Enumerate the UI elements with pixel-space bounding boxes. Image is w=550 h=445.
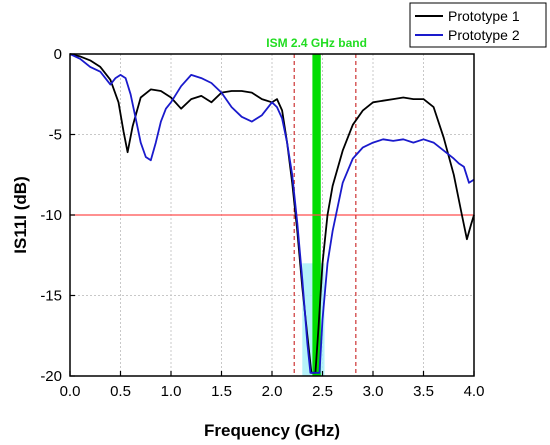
ticks-layer: 0.0 0.5 1.0 1.5 2.0 2.5 3.0 3.5 4.0 0 -5 -10 -15 -20 [40, 46, 484, 400]
y-tick-label: -10 [40, 207, 62, 224]
reference-lines [70, 54, 474, 376]
y-tick-label: 0 [54, 46, 62, 63]
y-tick-label: -5 [49, 127, 62, 144]
y-axis-title: IS11I (dB) [11, 176, 30, 253]
x-tick-label: 0.0 [60, 383, 81, 400]
legend-box [409, 2, 547, 48]
legend-label: Prototype 2 [448, 27, 520, 43]
x-tick-label: 2.0 [262, 383, 283, 400]
y-tick-label: -15 [40, 288, 62, 305]
x-axis-title: Frequency (GHz) [204, 421, 340, 440]
band-label: ISM 2.4 GHz band [266, 36, 367, 50]
x-tick-label: 1.5 [211, 383, 232, 400]
x-tick-label: 4.0 [464, 383, 485, 400]
legend: Prototype 1 Prototype 2 [409, 2, 547, 48]
x-tick-label: 1.0 [161, 383, 182, 400]
x-tick-label: 2.5 [312, 383, 333, 400]
x-tick-label: 0.5 [110, 383, 131, 400]
x-tick-label: 3.5 [413, 383, 434, 400]
x-tick-label: 3.0 [363, 383, 384, 400]
y-tick-label: -20 [40, 368, 62, 385]
series-line [69, 53, 475, 374]
legend-label: Prototype 1 [448, 8, 520, 24]
series-layer [69, 53, 475, 374]
